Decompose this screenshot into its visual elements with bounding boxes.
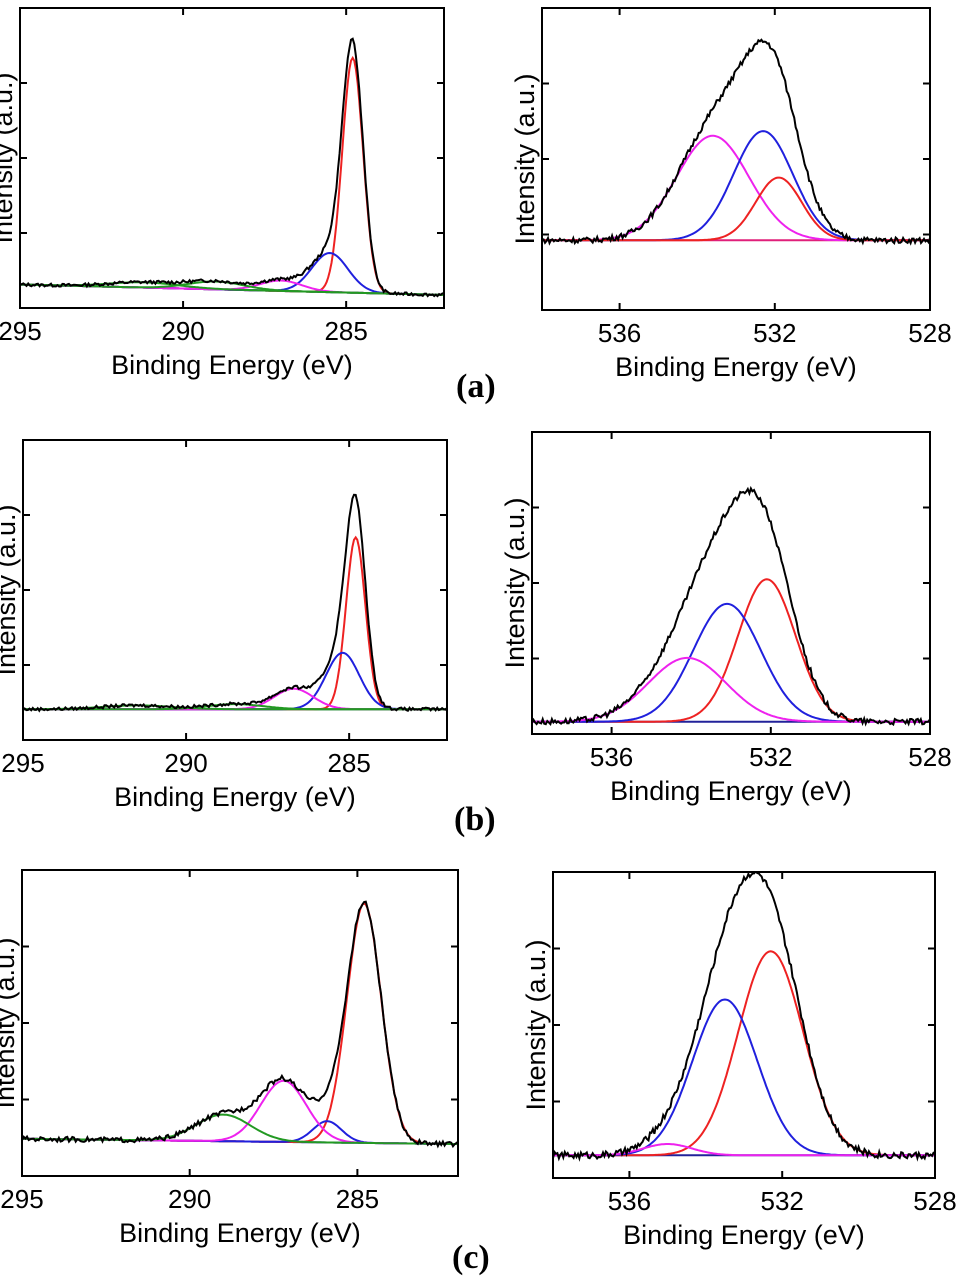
x-axis-label: Binding Energy (eV) [114, 782, 356, 812]
component-o-m [542, 176, 930, 242]
x-tick-label: 536 [598, 318, 641, 348]
component-o-c [542, 134, 930, 242]
chart-series-group [23, 493, 447, 713]
y-axis-label: Intensity (a.u.) [500, 497, 530, 668]
chart-series-group [22, 900, 458, 1149]
x-tick-label: 532 [753, 318, 796, 348]
x-tick-label: 528 [908, 318, 951, 348]
x-tick-label: 295 [1, 748, 44, 778]
chart-b-c1s: 295 290 285 Binding Energy (eV) Intensity (a… [0, 439, 448, 812]
x-axis-label: Binding Energy (eV) [111, 350, 353, 380]
x-tick-label: 290 [168, 1184, 211, 1214]
component-c-c [22, 902, 458, 1146]
plot-frame [541, 7, 931, 311]
x-tick-label: 528 [913, 1186, 956, 1216]
component-c-c [20, 55, 444, 296]
component-o-c [553, 998, 935, 1157]
chart-series-group [553, 872, 935, 1162]
component-c-c [23, 535, 447, 711]
x-tick-label: 285 [324, 316, 367, 346]
x-axis-label: Binding Energy (eV) [615, 352, 857, 382]
y-axis-label: Intensity (a.u.) [510, 73, 540, 244]
plot-area: 295 290 285 Binding Energy (eV) Intensity (a… [0, 7, 957, 1250]
envelope-line [553, 872, 935, 1162]
chart-b-o1s: 536 532 528 Binding Energy (eV) Intensity (a… [500, 431, 952, 806]
plot-frame [21, 869, 459, 1177]
y-axis-label: Intensity (a.u.) [521, 939, 551, 1110]
x-axis-label: Binding Energy (eV) [610, 776, 852, 806]
chart-series-group [532, 485, 930, 727]
panel-label-b: (b) [454, 801, 496, 838]
component-o-m [553, 950, 935, 1157]
y-axis-label: Intensity (a.u.) [0, 72, 18, 243]
x-axis-label: Binding Energy (eV) [623, 1220, 865, 1250]
x-tick-label: 295 [0, 316, 42, 346]
x-tick-label: 536 [590, 742, 633, 772]
panel-label-c: (c) [452, 1239, 490, 1276]
component-o-c [532, 602, 930, 723]
y-axis-label: Intensity (a.u.) [0, 937, 20, 1108]
chart-series-group [542, 38, 930, 246]
component-o-c [542, 130, 930, 242]
x-tick-label: 290 [161, 316, 204, 346]
envelope-line [542, 38, 930, 246]
envelope-line [23, 493, 447, 713]
envelope-line [532, 485, 930, 727]
x-tick-label: 528 [908, 742, 951, 772]
y-axis-label: Intensity (a.u.) [0, 504, 21, 675]
plot-frame [19, 7, 445, 309]
chart-series-group [20, 37, 444, 298]
x-tick-label: 536 [608, 1186, 651, 1216]
x-tick-label: 290 [164, 748, 207, 778]
plot-frame [22, 439, 448, 741]
panel-label-a: (a) [456, 368, 496, 405]
chart-a-c1s: 295 290 285 Binding Energy (eV) Intensity (a… [0, 7, 445, 380]
chart-c-c1s: 295 290 285 Binding Energy (eV) Intensity (a… [0, 869, 459, 1248]
component-c-o [23, 651, 447, 711]
envelope-line [20, 37, 444, 298]
x-axis-label: Binding Energy (eV) [119, 1218, 361, 1248]
chart-a-o1s: 536 532 528 Binding Energy (eV) Intensity (a… [510, 7, 952, 382]
x-tick-label: 285 [327, 748, 370, 778]
x-tick-label: 285 [336, 1184, 379, 1214]
component-o-c [532, 656, 930, 723]
chart-c-o1s: 536 532 528 Binding Energy (eV) Intensity (a… [521, 871, 957, 1250]
envelope-line [22, 900, 458, 1149]
component-o-m [532, 578, 930, 723]
x-tick-label: 295 [0, 1184, 43, 1214]
x-tick-label: 532 [761, 1186, 804, 1216]
x-tick-label: 532 [749, 742, 792, 772]
